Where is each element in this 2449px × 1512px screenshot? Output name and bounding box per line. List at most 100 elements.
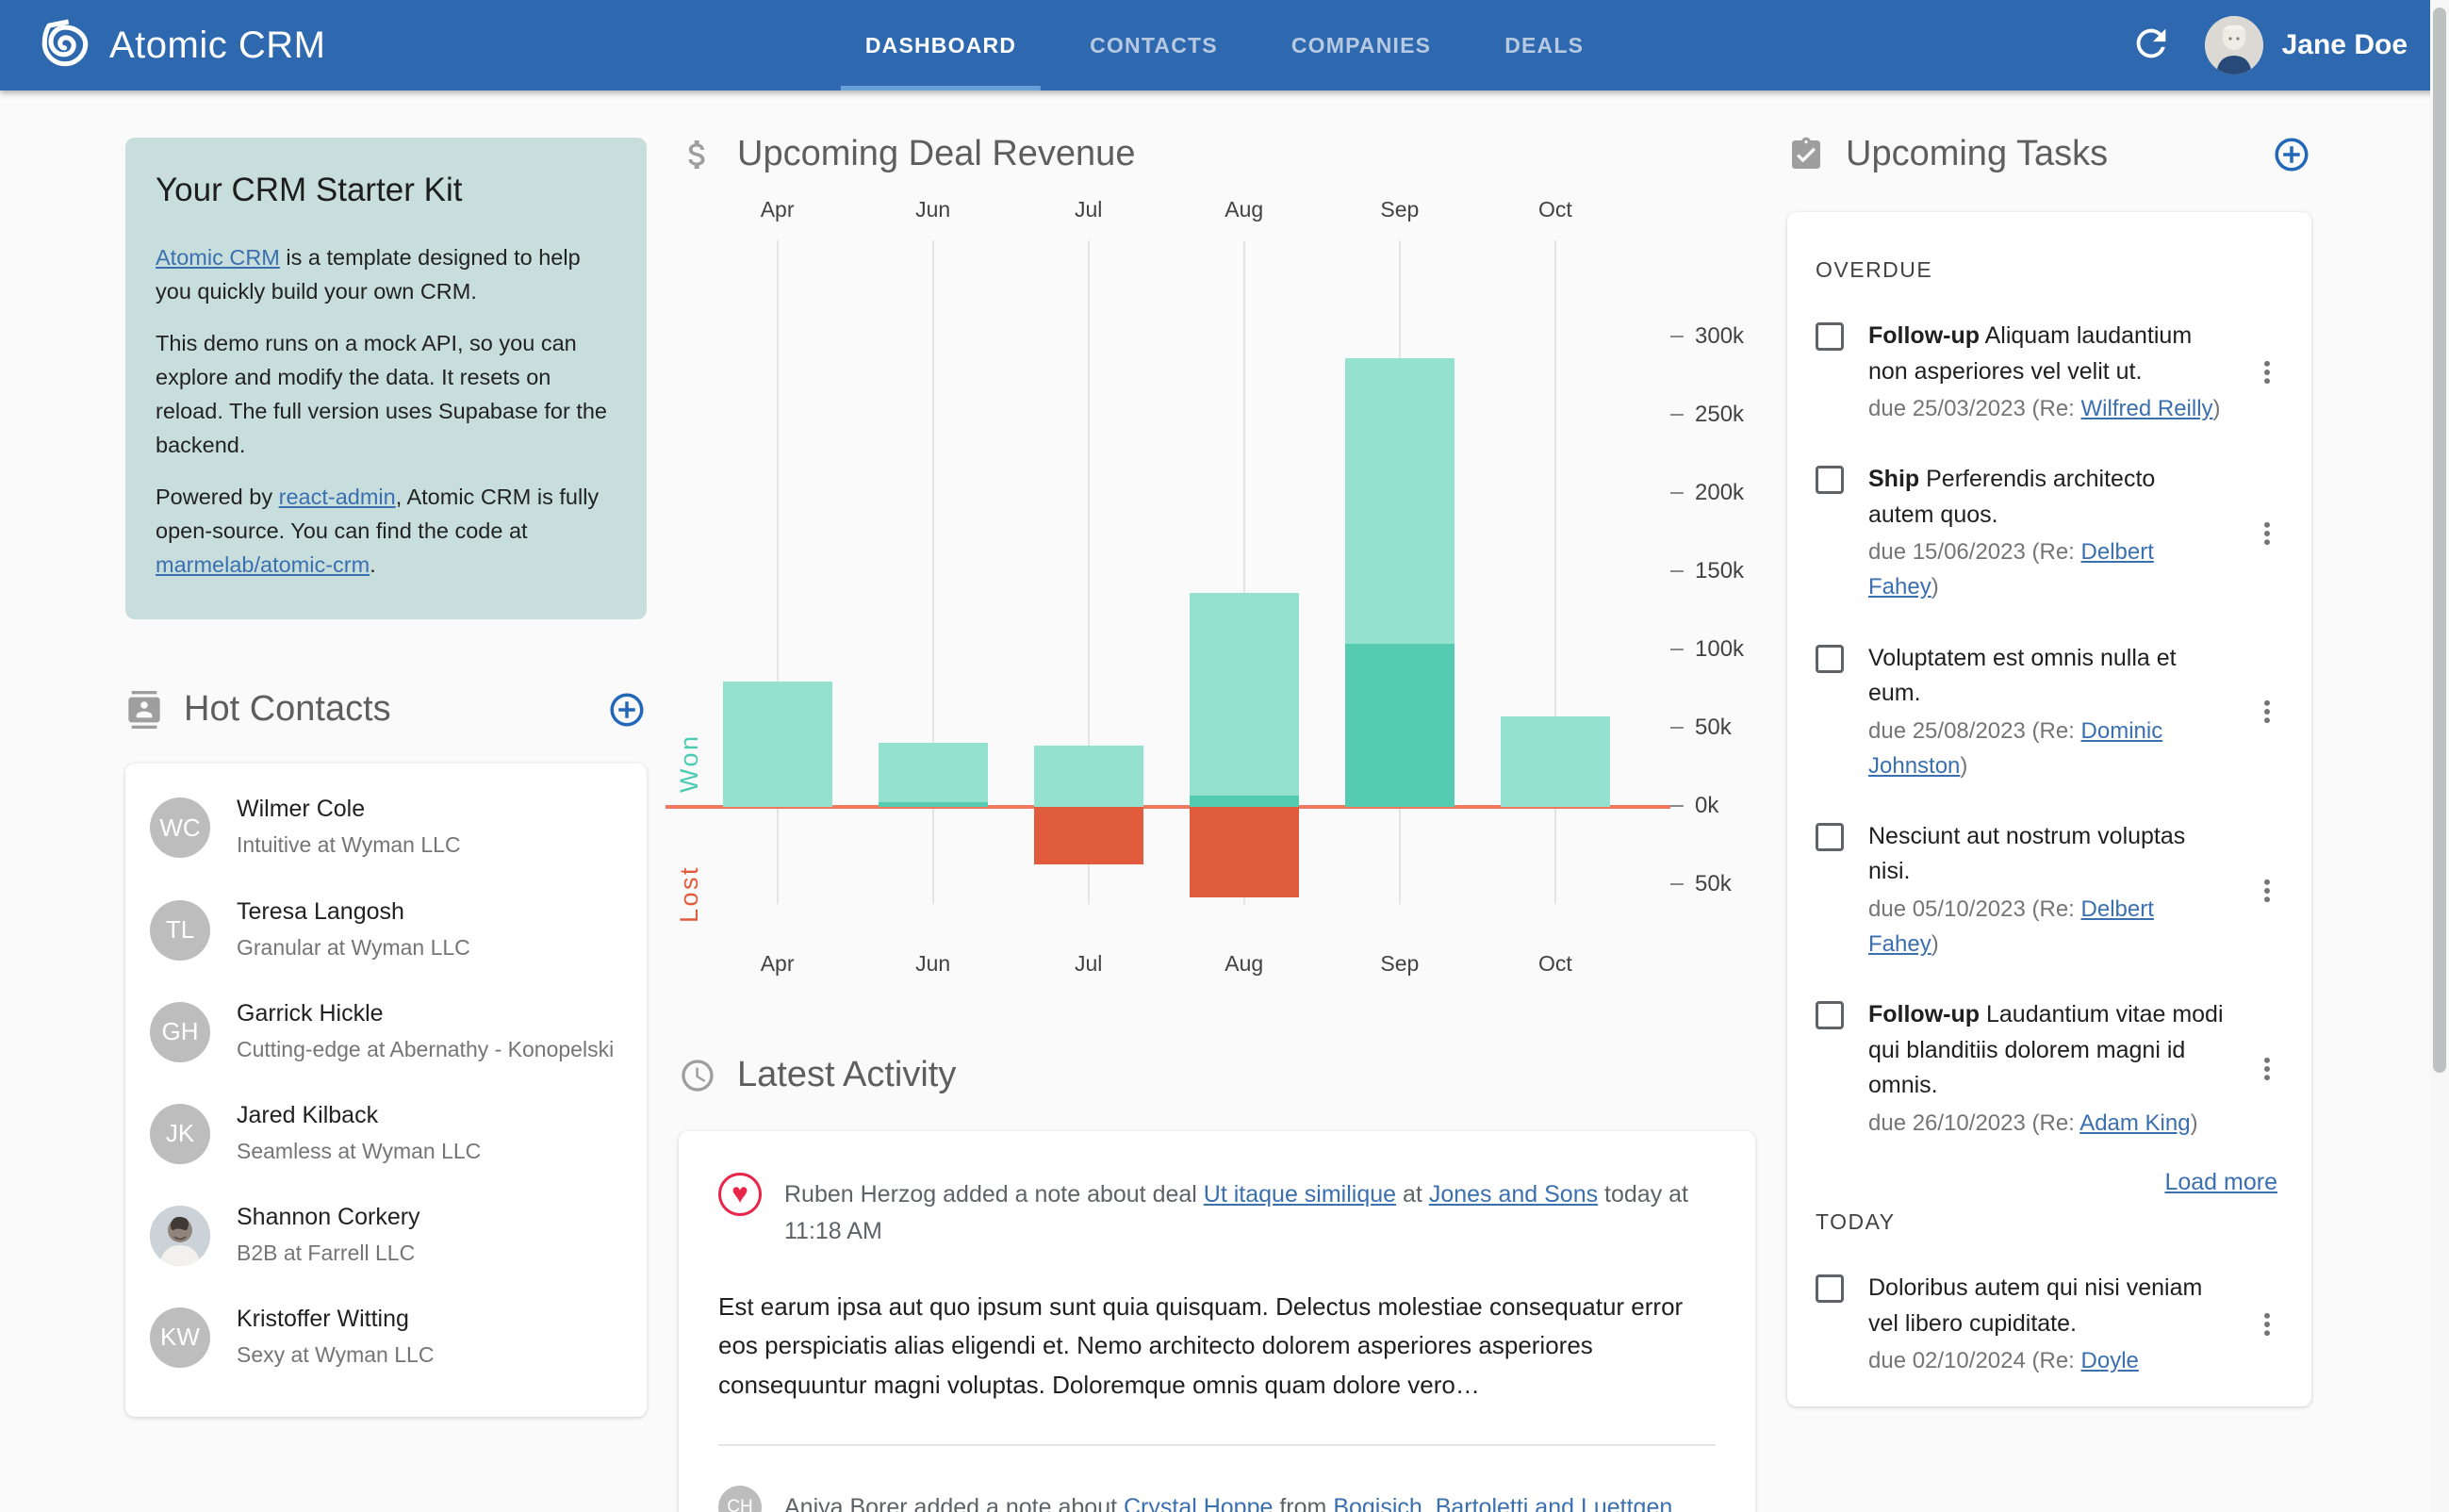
task-menu-button[interactable] (2251, 696, 2283, 728)
task-body: Doloribus autem qui nisi veniam vel libe… (1868, 1271, 2227, 1378)
task-checkbox[interactable] (1816, 466, 1844, 495)
right-column: Upcoming Tasks OVERDUE Follow-up Aliquam … (1787, 90, 2311, 1407)
y-tick-label: 300k (1695, 323, 1745, 349)
task-contact-link[interactable]: Dominic Johnston (1868, 717, 2163, 779)
task-contact-link[interactable]: Adam King (2079, 1109, 2191, 1136)
tasks-header: Upcoming Tasks (1787, 134, 2311, 174)
bar-lost-Jul (1033, 807, 1143, 865)
activity-link[interactable]: Jones and Sons (1428, 1181, 1599, 1208)
task-item: Doloribus autem qui nisi veniam vel libe… (1816, 1271, 2283, 1378)
starter-kit-link[interactable]: marmelab/atomic-crm (156, 551, 370, 577)
y-tick-dash (1670, 336, 1684, 337)
contact-text: Kristoffer Witting Sexy at Wyman LLC (237, 1306, 434, 1370)
company-logo-avatar: ♥ (718, 1173, 762, 1216)
task-contact-link[interactable]: Doyle (2080, 1348, 2139, 1373)
activity-link[interactable]: Crystal Hoppe (1124, 1494, 1274, 1512)
starter-kit-link[interactable]: Atomic CRM (156, 245, 280, 270)
contact-subtitle: Granular at Wyman LLC (237, 934, 470, 960)
activity-header: Latest Activity (679, 1055, 1755, 1095)
task-text: Ship Perferendis architecto autem quos. (1868, 466, 2156, 528)
tab-contacts[interactable]: CONTACTS (1090, 32, 1218, 58)
task-text: Nesciunt aut nostrum voluptas nisi. (1868, 822, 2186, 885)
revenue-title: Upcoming Deal Revenue (737, 134, 1136, 173)
activity-divider (718, 1444, 1716, 1447)
refresh-button[interactable] (2129, 22, 2173, 70)
task-checkbox[interactable] (1816, 822, 1844, 851)
tab-companies[interactable]: COMPANIES (1290, 32, 1432, 58)
task-contact-link[interactable]: Delbert Fahey (1868, 896, 2154, 958)
x-tick-label: Sep (1380, 197, 1420, 222)
add-task-button[interactable] (2272, 135, 2311, 174)
x-tick-label: Jul (1075, 951, 1103, 976)
task-body: Voluptatem est omnis nulla et eum. due 25… (1868, 641, 2227, 783)
x-tick-label: Sep (1380, 951, 1420, 976)
user-menu[interactable]: Jane Doe (2204, 16, 2408, 74)
x-tick-label: Apr (760, 197, 795, 222)
y-tick-dash (1670, 727, 1684, 729)
y-tick: 300k (1670, 323, 1755, 350)
starter-kit-card: Your CRM Starter Kit Atomic CRM is a tem… (125, 138, 647, 620)
y-tick-label: 250k (1695, 402, 1745, 427)
contact-initials-avatar: GH (150, 1001, 210, 1062)
starter-kit-title: Your CRM Starter Kit (156, 172, 463, 208)
contact-subtitle: Cutting-edge at Abernathy - Konopelski (237, 1036, 615, 1061)
contacts-icon (128, 690, 160, 729)
tab-deals[interactable]: DEALS (1504, 32, 1585, 58)
starter-kit-paragraph: This demo runs on a mock API, so you can… (156, 331, 607, 457)
y-tick-label: 0k (1695, 793, 1719, 818)
activity-item: CH Aniya Borer added a note about Crystal… (718, 1486, 1716, 1512)
task-due: due 15/06/2023 (Re: Delbert Fahey) (1868, 539, 2154, 600)
task-menu-button[interactable] (2251, 356, 2283, 388)
dollar-icon (688, 140, 705, 169)
contact-initials-avatar: TL (150, 899, 210, 961)
task-item: Ship Perferendis architecto autem quos. d… (1816, 462, 2283, 604)
bar-pending-Apr (722, 682, 832, 807)
contact-list-item[interactable]: Shannon Corkery B2B at Farrell LLC (125, 1185, 647, 1287)
task-contact-link[interactable]: Delbert Fahey (1868, 539, 2154, 600)
load-more-link[interactable]: Load more (2164, 1169, 2277, 1195)
contact-list-item[interactable]: TL Teresa Langosh Granular at Wyman LLC (125, 879, 647, 981)
y-tick: 200k (1670, 480, 1755, 506)
activity-link[interactable]: Ut itaque similique (1203, 1181, 1397, 1208)
scrollbar-thumb[interactable] (2433, 8, 2446, 1073)
y-tick: 50k (1670, 715, 1755, 741)
task-checkbox[interactable] (1816, 1274, 1844, 1303)
contact-text: Shannon Corkery B2B at Farrell LLC (237, 1204, 420, 1268)
task-checkbox[interactable] (1816, 322, 1844, 351)
starter-kit-link[interactable]: react-admin (278, 485, 396, 510)
contact-list-item[interactable]: GH Garrick Hickle Cutting-edge at Abernath… (125, 981, 647, 1083)
task-checkbox[interactable] (1816, 1001, 1844, 1030)
task-due: due 05/10/2023 (Re: Delbert Fahey) (1868, 896, 2154, 958)
contact-initials-avatar: CH (718, 1486, 762, 1512)
activity-link[interactable]: Bogisich, Bartoletti and Luettgen (1333, 1494, 1673, 1512)
contact-list-item[interactable]: WC Wilmer Cole Intuitive at Wyman LLC (125, 777, 647, 879)
contact-name: Teresa Langosh (237, 897, 404, 925)
task-menu-button[interactable] (2251, 1053, 2283, 1085)
dashboard-content: Your CRM Starter Kit Atomic CRM is a tem… (0, 90, 2449, 1512)
chart-x-labels-top: Apr Jun Jul Aug Sep Oct (679, 184, 1665, 237)
activity-item: ♥ Ruben Herzog added a note about deal Ut… (718, 1173, 1716, 1250)
app-title: Atomic CRM (109, 24, 326, 66)
tab-dashboard[interactable]: DASHBOARD (840, 0, 1042, 90)
task-menu-button[interactable] (2251, 875, 2283, 907)
tasks-section-label: TODAY (1816, 1209, 1896, 1234)
bar-pending-Jun (878, 742, 988, 803)
task-menu-button[interactable] (2251, 1308, 2283, 1340)
contact-list-item[interactable]: JK Jared Kilback Seamless at Wyman LLC (125, 1083, 647, 1185)
add-contact-button[interactable] (607, 690, 647, 730)
task-item: Follow-up Laudantium vitae modi qui blan… (1816, 997, 2283, 1141)
contact-text: Garrick Hickle Cutting-edge at Abernathy … (237, 1000, 614, 1064)
task-menu-button[interactable] (2251, 518, 2283, 550)
center-column: Upcoming Deal Revenue Apr Jun Jul Aug Sep Oct… (666, 90, 1755, 1512)
contact-initials-avatar: KW (150, 1307, 210, 1368)
task-contact-link[interactable]: Wilfred Reilly (2080, 396, 2213, 421)
contact-initials-avatar: WC (150, 797, 210, 859)
bar-won-Sep (1344, 644, 1455, 807)
y-tick-label: 50k (1695, 715, 1732, 740)
revenue-plot: Won Lost (666, 237, 1670, 925)
brand[interactable]: Atomic CRM (38, 16, 325, 75)
task-checkbox[interactable] (1816, 644, 1844, 673)
bar-pending-Jul (1033, 746, 1143, 807)
contact-list-item[interactable]: KW Kristoffer Witting Sexy at Wyman LLC (125, 1287, 647, 1389)
tasks-title: Upcoming Tasks (1846, 134, 2109, 173)
